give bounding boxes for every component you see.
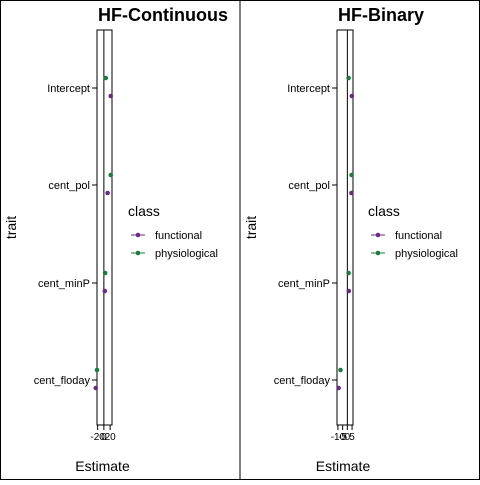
plot-area (336, 29, 354, 426)
data-point-functional (336, 385, 341, 391)
data-point-functional (108, 93, 114, 99)
legend-title: class (368, 203, 400, 219)
x-tick-label: 0 (101, 432, 107, 443)
y-tick-label: cent_pol (48, 180, 90, 192)
y-tick-label: Intercept (47, 83, 90, 95)
y-tick-label: cent_minP (38, 278, 90, 290)
legend-title: class (128, 203, 160, 219)
data-point-physiological (338, 367, 343, 373)
data-point-functional (102, 288, 108, 294)
data-point-functional (346, 288, 352, 294)
y-tick-label: cent_floday (34, 375, 91, 387)
legend-label: functional (155, 230, 202, 242)
data-point-functional (105, 190, 110, 196)
data-point-physiological (102, 270, 108, 276)
y-tick-label: cent_pol (288, 180, 330, 192)
legend-label: functional (395, 230, 442, 242)
x-tick-label: -10 (331, 432, 346, 443)
data-point-physiological (103, 75, 109, 81)
data-point-physiological (346, 270, 351, 276)
x-tick-label: 0 (345, 432, 351, 443)
plot-area (96, 29, 113, 426)
x-tick-label: 20 (105, 432, 117, 443)
data-point-physiological (108, 172, 114, 178)
y-axis-title: trait (3, 216, 19, 239)
panel-title: HF-Continuous (98, 5, 228, 25)
panel-title: HF-Binary (338, 5, 424, 25)
data-point-functional (349, 93, 355, 99)
y-axis-title: trait (243, 216, 259, 239)
x-axis-title: Estimate (316, 458, 371, 474)
legend-label: physiological (155, 248, 218, 260)
x-axis-title: Estimate (75, 458, 130, 474)
data-point-functional (349, 190, 354, 196)
legend-key-point (375, 232, 381, 238)
y-tick-label: cent_floday (274, 375, 331, 387)
x-tick-label: -20 (90, 432, 105, 443)
y-tick-label: cent_minP (278, 278, 330, 290)
legend-key-point (375, 250, 381, 256)
x-tick-label: 5 (349, 432, 355, 443)
data-point-physiological (346, 75, 351, 81)
y-tick-label: Intercept (287, 83, 330, 95)
data-point-functional (93, 385, 99, 391)
data-point-physiological (349, 172, 354, 178)
legend-key-point (135, 232, 141, 238)
data-point-physiological (94, 367, 100, 373)
x-tick-label: -5 (338, 432, 347, 443)
legend-label: physiological (395, 248, 458, 260)
legend-key-point (135, 250, 141, 256)
